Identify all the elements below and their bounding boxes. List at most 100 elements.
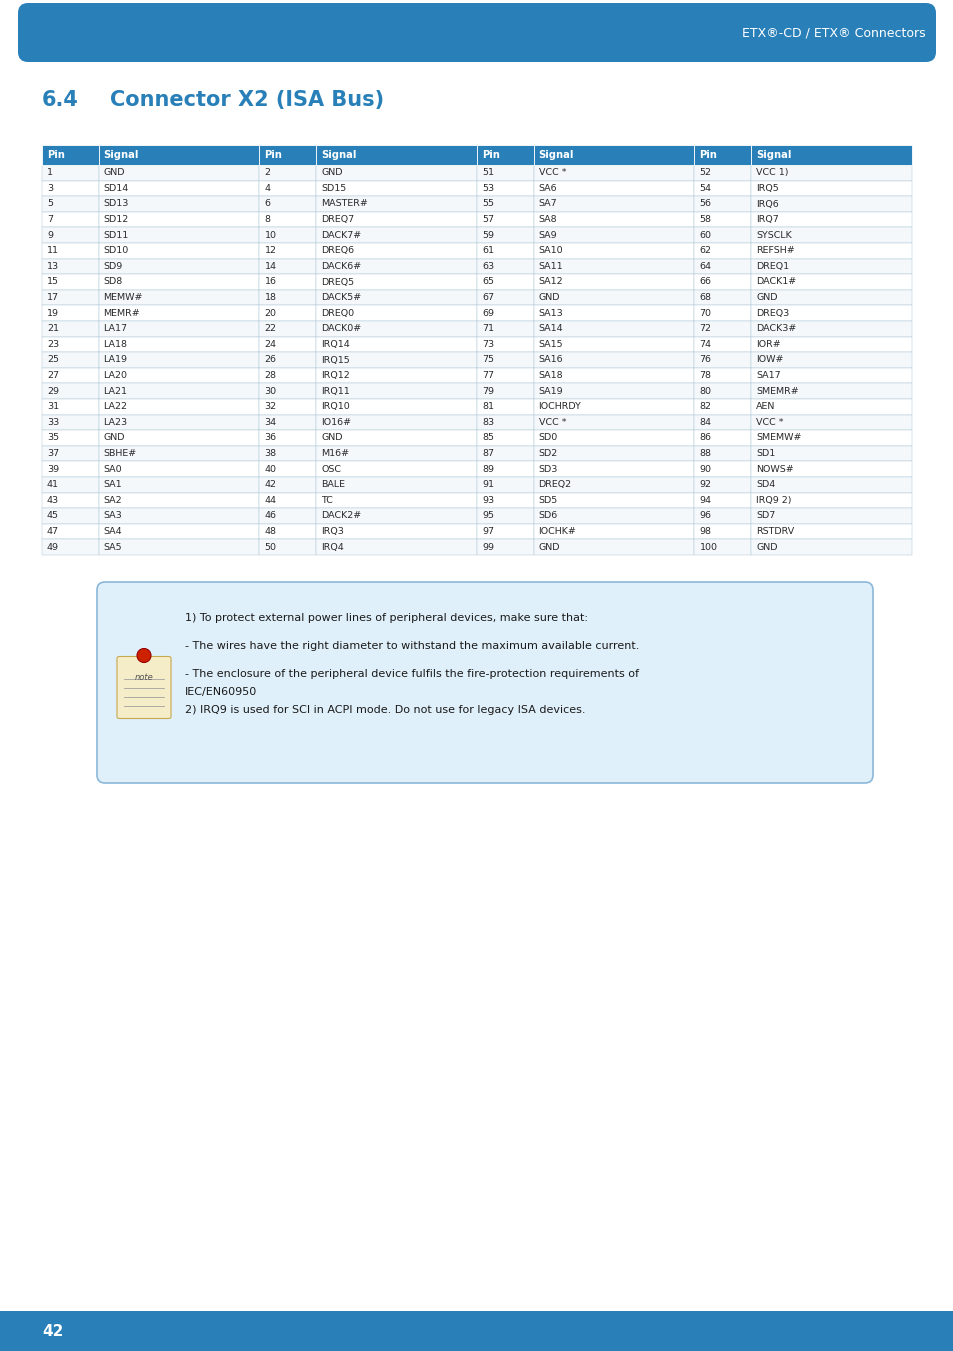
Bar	[533, 399, 694, 415]
Text: AEN: AEN	[756, 403, 775, 411]
Text: 97: 97	[481, 527, 494, 536]
Bar	[694, 367, 750, 384]
Text: MASTER#: MASTER#	[321, 200, 368, 208]
Text: 27: 27	[47, 372, 59, 380]
Text: SD6: SD6	[538, 512, 558, 520]
Bar	[98, 305, 259, 322]
Bar	[315, 181, 476, 196]
Bar	[694, 243, 750, 258]
Bar	[476, 227, 533, 243]
Bar	[533, 508, 694, 524]
Text: MEMR#: MEMR#	[104, 308, 140, 317]
Text: DREQ1: DREQ1	[756, 262, 788, 272]
Bar	[476, 524, 533, 539]
Bar	[98, 477, 259, 493]
Bar	[315, 399, 476, 415]
Bar	[533, 367, 694, 384]
Bar	[259, 446, 315, 462]
Text: VCC 1): VCC 1)	[756, 169, 788, 177]
Bar	[750, 305, 911, 322]
Text: SD0: SD0	[538, 434, 558, 443]
Bar	[315, 415, 476, 430]
Text: SD7: SD7	[756, 512, 775, 520]
Bar	[42, 165, 98, 181]
Bar	[42, 493, 98, 508]
Text: 28: 28	[264, 372, 276, 380]
Bar	[259, 477, 315, 493]
Text: 59: 59	[481, 231, 494, 239]
Text: 57: 57	[481, 215, 494, 224]
Bar	[42, 430, 98, 446]
Bar	[315, 274, 476, 290]
Text: SA17: SA17	[756, 372, 780, 380]
Bar	[315, 305, 476, 322]
Text: IRQ5: IRQ5	[756, 184, 778, 193]
Text: SA1: SA1	[104, 481, 122, 489]
Bar	[694, 477, 750, 493]
Text: SA14: SA14	[538, 324, 562, 334]
Bar	[476, 462, 533, 477]
Text: SYSCLK: SYSCLK	[756, 231, 791, 239]
Text: 66: 66	[699, 277, 711, 286]
Bar	[259, 430, 315, 446]
Text: 56: 56	[699, 200, 711, 208]
Bar	[42, 274, 98, 290]
Bar	[42, 399, 98, 415]
Bar	[476, 322, 533, 336]
Text: IRQ14: IRQ14	[321, 340, 350, 349]
Bar	[476, 305, 533, 322]
Text: LA20: LA20	[104, 372, 128, 380]
Text: REFSH#: REFSH#	[756, 246, 794, 255]
Text: SD3: SD3	[538, 465, 558, 474]
Text: 90: 90	[699, 465, 711, 474]
Bar	[42, 243, 98, 258]
Text: 60: 60	[699, 231, 711, 239]
Text: 29: 29	[47, 386, 59, 396]
Bar	[98, 367, 259, 384]
Text: DACK6#: DACK6#	[321, 262, 361, 272]
Bar	[533, 384, 694, 399]
Text: 36: 36	[264, 434, 276, 443]
Text: BALE: BALE	[321, 481, 345, 489]
Bar	[533, 446, 694, 462]
Bar	[694, 384, 750, 399]
Bar	[98, 165, 259, 181]
Text: Signal: Signal	[321, 150, 356, 159]
Text: 17: 17	[47, 293, 59, 303]
Bar	[98, 181, 259, 196]
Text: DREQ2: DREQ2	[538, 481, 571, 489]
Bar	[476, 493, 533, 508]
Bar	[694, 399, 750, 415]
Bar	[694, 415, 750, 430]
Bar	[476, 290, 533, 305]
Bar	[42, 145, 98, 165]
Bar	[259, 305, 315, 322]
Text: 85: 85	[481, 434, 494, 443]
Bar	[533, 243, 694, 258]
Text: 100: 100	[699, 543, 717, 551]
Text: IRQ4: IRQ4	[321, 543, 343, 551]
Text: 39: 39	[47, 465, 59, 474]
Bar	[750, 462, 911, 477]
Bar	[315, 336, 476, 353]
Text: 74: 74	[699, 340, 711, 349]
Text: SA7: SA7	[538, 200, 557, 208]
Bar	[259, 336, 315, 353]
Bar	[533, 212, 694, 227]
Bar	[750, 212, 911, 227]
Bar	[98, 336, 259, 353]
Text: M16#: M16#	[321, 449, 349, 458]
Bar	[533, 145, 694, 165]
Text: VCC *: VCC *	[756, 417, 782, 427]
Bar	[476, 165, 533, 181]
Text: 91: 91	[481, 481, 494, 489]
Text: DREQ0: DREQ0	[321, 308, 354, 317]
Bar	[315, 353, 476, 367]
Bar	[750, 227, 911, 243]
Text: GND: GND	[321, 434, 342, 443]
Text: 6.4: 6.4	[42, 91, 79, 109]
Bar	[476, 508, 533, 524]
Text: 88: 88	[699, 449, 711, 458]
Text: 32: 32	[264, 403, 276, 411]
Bar	[694, 181, 750, 196]
